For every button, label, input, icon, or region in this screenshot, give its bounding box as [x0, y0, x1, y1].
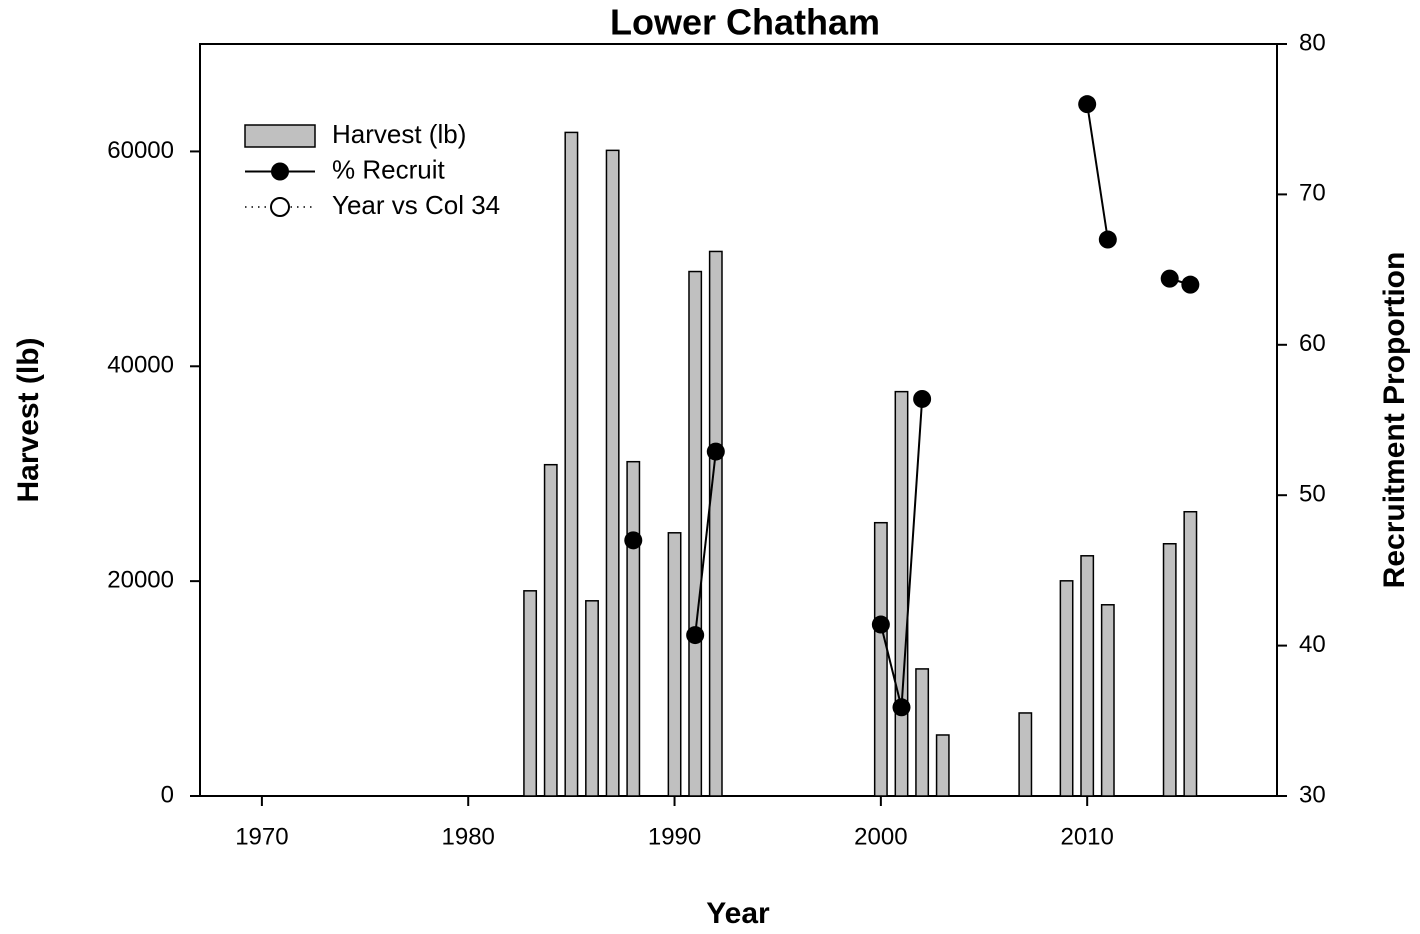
legend-swatch — [244, 124, 316, 148]
y-axis-label: Harvest (lb) — [12, 337, 45, 502]
y-tick-label: 60000 — [107, 137, 174, 164]
bar — [894, 390, 909, 797]
bar — [564, 131, 579, 797]
y2-tick-label: 50 — [1299, 481, 1326, 508]
bar — [626, 460, 641, 797]
line — [1086, 104, 1109, 240]
y2-tick-label: 30 — [1299, 781, 1326, 808]
bar — [1100, 604, 1115, 797]
marker — [871, 615, 890, 634]
x-axis-label: Year — [706, 897, 770, 930]
marker — [624, 531, 643, 550]
marker — [1160, 269, 1179, 288]
legend-label: % Recruit — [332, 154, 445, 184]
bar — [1162, 543, 1177, 797]
legend-marker — [271, 162, 289, 181]
bar — [585, 600, 599, 797]
y-tick-label: 40000 — [107, 352, 174, 379]
x-tick-label: 1980 — [442, 823, 495, 850]
y2-tick-label: 70 — [1299, 180, 1326, 207]
x-tick-label: 2000 — [854, 823, 907, 850]
chart-title: Lower Chatham — [610, 2, 880, 43]
marker — [686, 626, 705, 645]
bar — [1018, 712, 1033, 797]
y-tick-label: 20000 — [107, 566, 174, 593]
bar — [688, 270, 703, 797]
bar — [1183, 510, 1198, 797]
bar — [605, 149, 620, 797]
bar — [1080, 555, 1095, 797]
x-tick-label: 1990 — [648, 823, 701, 850]
bar — [1059, 580, 1074, 797]
bar — [667, 532, 682, 797]
y2-tick-label: 80 — [1299, 29, 1326, 56]
bar — [543, 463, 558, 797]
marker — [1078, 95, 1097, 114]
x-tick-label: 2010 — [1060, 823, 1113, 850]
marker — [913, 389, 932, 408]
legend-label: Year vs Col 34 — [332, 190, 500, 220]
line — [694, 451, 717, 636]
legend-marker — [270, 197, 290, 217]
bar — [935, 734, 950, 797]
y2-tick-label: 40 — [1299, 631, 1326, 658]
bar — [523, 590, 538, 797]
marker — [1181, 275, 1200, 294]
marker — [892, 698, 911, 717]
legend-label: Harvest (lb) — [332, 119, 466, 149]
y2-tick-label: 60 — [1299, 330, 1326, 357]
y-tick-label: 0 — [161, 781, 174, 808]
y2-axis-label: Recruitment Proportion — [1378, 252, 1411, 589]
bar — [873, 521, 888, 797]
bar — [708, 250, 723, 797]
x-tick-label: 1970 — [235, 823, 288, 850]
marker — [706, 442, 725, 461]
marker — [1098, 230, 1117, 249]
bar — [915, 668, 930, 797]
plot-frame — [199, 43, 1278, 797]
